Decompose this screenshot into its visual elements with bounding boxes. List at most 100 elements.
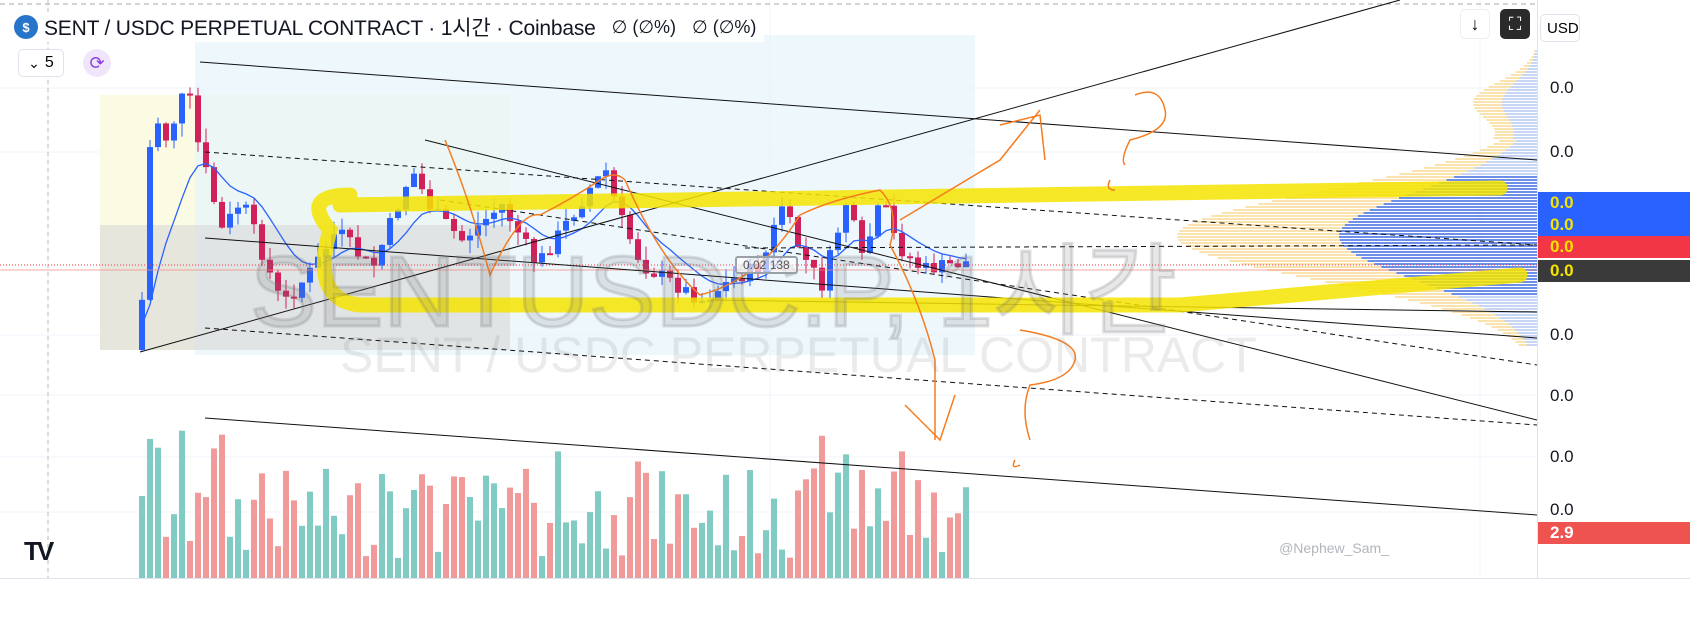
volume-bar: [219, 434, 225, 578]
volume-profile-bar: [1352, 218, 1537, 220]
candle-body: [627, 215, 633, 240]
tradingview-logo[interactable]: TV: [24, 536, 54, 566]
axis-label: 0.0: [1550, 447, 1574, 466]
volume-profile-bar: [1507, 116, 1537, 118]
volume-bar: [171, 514, 177, 578]
volume-bar: [731, 550, 737, 578]
volume-bar: [643, 472, 649, 578]
volume-profile-bar: [1497, 155, 1537, 157]
trend-line: [139, 0, 1401, 353]
fullscreen-button[interactable]: ⛶: [1500, 9, 1530, 39]
volume-bar: [227, 536, 233, 578]
volume-profile-bar: [1383, 203, 1537, 205]
currency-button[interactable]: USD: [1540, 14, 1580, 42]
volume-profile-bar: [1339, 239, 1537, 241]
volume-profile-bar: [1520, 335, 1537, 337]
volume-profile-bar: [1502, 98, 1537, 100]
candle-body: [579, 206, 585, 218]
candle-body: [547, 253, 553, 256]
volume-bar: [923, 537, 929, 578]
volume-profile-bar: [1513, 143, 1537, 145]
moving-average-line: [141, 162, 967, 326]
volume-bar: [579, 543, 585, 578]
volume-profile-bar: [1529, 65, 1537, 67]
candle-body: [843, 204, 849, 233]
volume-profile-bar: [1480, 164, 1537, 166]
candle-body: [891, 205, 897, 233]
indicator-count: 5: [44, 54, 54, 71]
time-axis[interactable]: [0, 578, 1690, 637]
candle-body: [939, 260, 945, 273]
volume-bar: [947, 517, 953, 578]
volume-profile-bar: [1339, 236, 1537, 238]
scroll-to-latest-button[interactable]: ↓: [1460, 9, 1490, 39]
volume-bar: [147, 438, 153, 578]
volume-profile-bar: [1478, 305, 1537, 307]
volume-profile-bar: [1348, 221, 1537, 223]
candle-body: [251, 204, 257, 225]
candle-body: [947, 260, 953, 264]
candle-body: [835, 232, 841, 251]
candle-body: [267, 259, 273, 273]
candle-body: [195, 95, 201, 143]
axis-label: 0.0: [1550, 325, 1574, 344]
chart-pane[interactable]: SENTUSDC.P, 1시간 SENT / USDC PERPETUAL CO…: [0, 0, 1537, 578]
candle-body: [459, 231, 465, 241]
volume-bar: [443, 503, 449, 578]
candle-body: [347, 229, 353, 238]
volume-profile-bar: [1458, 296, 1537, 298]
symbol-title[interactable]: SENT / USDC PERPETUAL CONTRACT · 1시간 · C…: [44, 17, 596, 40]
candle-body: [243, 204, 249, 208]
volume-profile-bar: [1451, 293, 1537, 295]
volume-profile-bar: [1505, 149, 1537, 151]
author-watermark: @Nephew_Sam_: [1279, 540, 1389, 556]
volume-bar: [603, 548, 609, 578]
volume-profile-bar: [1527, 68, 1537, 70]
price-axis[interactable]: USD 0.0 0.0 0.0 0.0 0.0 0.0 0.0 0.0 0.0 …: [1537, 0, 1690, 578]
candle-body: [203, 142, 209, 168]
volume-profile-bar: [1508, 323, 1537, 325]
indicators-toggle-button[interactable]: ⌄ 5: [18, 49, 64, 77]
volume-bar: [339, 534, 345, 578]
volume-profile-bar: [1357, 215, 1537, 217]
volume-profile-bar: [1472, 302, 1537, 304]
volume-bar: [795, 490, 801, 578]
volume-bar: [835, 472, 841, 578]
candle-body: [715, 291, 721, 300]
volume-bar: [179, 430, 185, 578]
axis-label: 0.0: [1550, 386, 1574, 405]
volume-profile-bar: [1513, 83, 1537, 85]
volume-bar: [723, 474, 729, 578]
volume-bar: [867, 526, 873, 578]
volume-bar: [283, 470, 289, 578]
volume-bar: [251, 499, 257, 578]
volume-profile-bar: [1535, 50, 1537, 52]
volume-profile-bar: [1501, 101, 1537, 103]
volume-profile-bar: [1526, 344, 1537, 346]
trend-line: [424, 139, 1537, 421]
volume-profile-bar: [1513, 137, 1537, 139]
volume-profile-bar: [1446, 179, 1537, 181]
candle-body: [659, 270, 665, 277]
volume-bar: [555, 451, 561, 578]
volume-profile-bar: [1454, 176, 1537, 178]
freehand-drawing: [904, 329, 1077, 468]
last-price-tag: 0.0: [1538, 236, 1690, 258]
candle-body: [139, 299, 145, 350]
freehand-drawing: [444, 109, 1046, 440]
sync-icon[interactable]: ⟳: [83, 49, 111, 77]
volume-profile-bar: [1381, 266, 1537, 268]
change-percent: ∅ (∅%): [692, 16, 757, 37]
candle-body: [803, 246, 809, 260]
candle-body: [147, 147, 153, 300]
volume-bar: [651, 539, 657, 578]
volume-bar: [387, 491, 393, 578]
volume-bar: [515, 493, 521, 578]
candle-body: [563, 220, 569, 231]
chart-canvas[interactable]: [0, 0, 1537, 578]
candle-body: [787, 206, 793, 218]
volume-bar: [963, 487, 969, 578]
volume-bar: [483, 475, 489, 578]
volume-bar: [875, 488, 881, 578]
volume-profile-bar: [1468, 170, 1537, 172]
